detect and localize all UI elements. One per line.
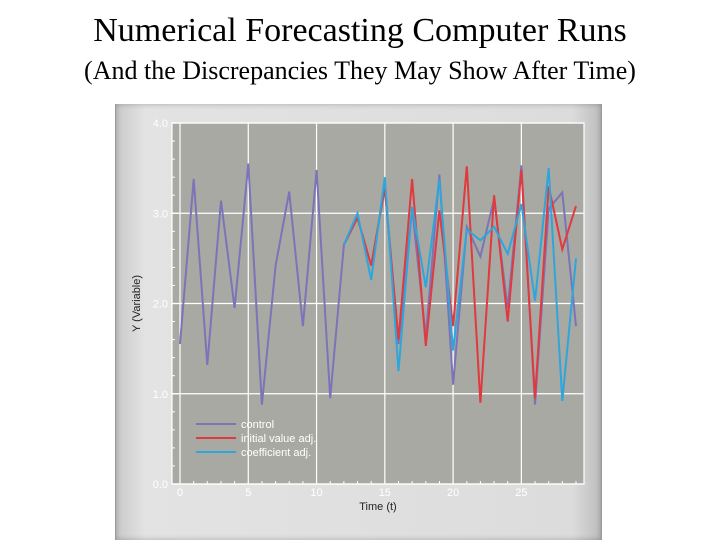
forecast-chart: 0.0 1.0 2.0 3.0 4.0 0 5 10 15 20 25 control initia… <box>131 118 585 513</box>
plot-border <box>171 122 585 485</box>
y-tick-label: 0.0 <box>153 479 168 491</box>
x-axis-label: Time (t) <box>359 501 396 513</box>
x-tick-label: 20 <box>447 487 459 499</box>
legend-label: control <box>241 419 274 431</box>
y-tick-label: 4.0 <box>153 118 168 130</box>
slide-subtitle: (And the Discrepancies They May Show Aft… <box>84 56 636 85</box>
series-lines <box>179 163 577 405</box>
x-tick-label: 25 <box>515 487 527 499</box>
series-line-coefficient-adj <box>342 167 577 402</box>
chart-frame: 0.0 1.0 2.0 3.0 4.0 0 5 10 15 20 25 control initia… <box>115 104 602 540</box>
y-tick-labels: 0.0 1.0 2.0 3.0 4.0 <box>153 118 168 491</box>
legend-label: coefficient adj. <box>241 447 311 459</box>
y-tick-label: 3.0 <box>153 208 168 220</box>
legend: control initial value adj. coefficient adj… <box>196 419 316 459</box>
legend-label: initial value adj. <box>241 433 316 445</box>
x-tick-label: 0 <box>177 487 183 499</box>
x-tick-labels: 0 5 10 15 20 25 <box>177 487 528 499</box>
slide-title: Numerical Forecasting Computer Runs <box>93 12 627 49</box>
x-tick-label: 5 <box>245 487 251 499</box>
x-tick-label: 15 <box>379 487 391 499</box>
y-tick-label: 2.0 <box>153 299 168 311</box>
y-axis-label: Y (Variable) <box>131 275 143 332</box>
y-tick-label: 1.0 <box>153 389 168 401</box>
x-tick-label: 10 <box>310 487 322 499</box>
grid <box>171 122 585 485</box>
